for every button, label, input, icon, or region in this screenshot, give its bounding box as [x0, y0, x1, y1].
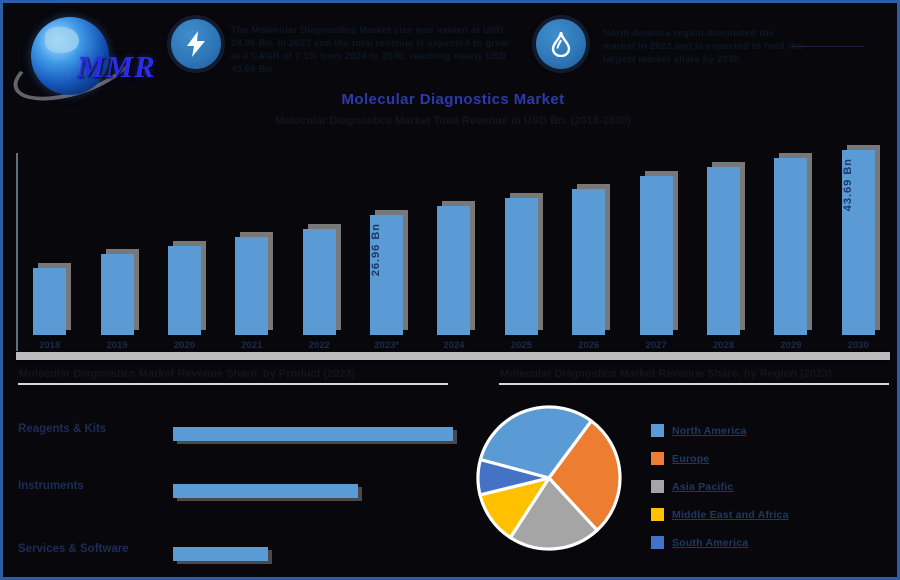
bar-group: 2024 [420, 137, 487, 351]
revenue-bar [235, 237, 269, 335]
y-axis-line [16, 153, 18, 351]
x-axis-label: 2026 [578, 340, 600, 351]
bar-group: 43.69 Bn 2030 [825, 137, 892, 351]
region-pie-chart [473, 402, 625, 554]
product-bar [173, 484, 358, 498]
stat-text-line: 26.96 Bn. in 2023 and the total revenue … [231, 38, 509, 49]
revenue-bar [302, 229, 336, 335]
stat-text-line: 43.69 Bn. [231, 64, 275, 75]
legend-label: South America [672, 536, 749, 549]
revenue-bar [639, 176, 673, 335]
x-axis-label: 2030 [847, 340, 869, 351]
section-underline-right [499, 383, 889, 385]
revenue-bar-chart: 2018 2019 2020 2021 2022 26.96 Bn 2023* 2024 202… [16, 137, 892, 351]
product-label: Services & Software [18, 543, 129, 555]
legend-label: Middle East and Africa [672, 508, 789, 521]
bar-group: 2027 [622, 137, 689, 351]
section-header-product: Molecular Diagnostics Market Revenue Sha… [19, 368, 356, 380]
bar-group: 2029 [757, 137, 824, 351]
revenue-bar [707, 167, 741, 335]
legend-item: Asia Pacific [651, 480, 789, 493]
section-underline-left [18, 383, 448, 385]
x-axis-label: 2021 [241, 340, 263, 351]
legend-item: South America [651, 536, 789, 549]
market-value-stat-text: The Molecular Diagnostics Market size wa… [231, 24, 517, 76]
x-axis-label: 2028 [712, 340, 735, 351]
revenue-bar [437, 206, 471, 335]
stat-text-line: at a CAGR of 7.1% from 2024 to 2030, rea… [231, 51, 507, 62]
droplet-icon [536, 19, 586, 69]
revenue-bar [167, 246, 201, 335]
legend-swatch [651, 508, 664, 521]
bar-group: 2022 [286, 137, 353, 351]
legend-swatch [651, 480, 664, 493]
legend-item: Europe [651, 452, 789, 465]
bar-group: 2021 [218, 137, 285, 351]
revenue-bar [100, 254, 134, 335]
product-bar [173, 547, 268, 561]
bar-value-label: 26.96 Bn [370, 223, 383, 277]
section-header-region: Molecular Diagnostics Market Revenue Sha… [500, 368, 832, 380]
bar-group: 2020 [151, 137, 218, 351]
bar-group: 26.96 Bn 2023* [353, 137, 420, 351]
legend-label: North America [672, 424, 747, 437]
revenue-bar [370, 215, 404, 335]
legend-label: Asia Pacific [672, 480, 734, 493]
revenue-bar [841, 150, 875, 335]
legend-swatch [651, 536, 664, 549]
chart-subtitle: Molecular Diagnostics Market Total Reven… [275, 115, 631, 127]
x-axis-label: 2029 [780, 340, 802, 351]
product-bar [173, 427, 453, 441]
legend-swatch [651, 452, 664, 465]
pie-slice [508, 476, 599, 551]
bar-group: 2028 [690, 137, 757, 351]
region-legend: North America Europe Asia Pacific Middle Ea… [651, 424, 789, 549]
pie-slice [547, 419, 622, 532]
x-axis-line [16, 352, 890, 360]
page-title: Molecular Diagnostics Market [341, 91, 565, 108]
x-axis-label: 2020 [173, 340, 196, 351]
bar-group: 2019 [83, 137, 150, 351]
pie-slice [478, 405, 593, 480]
stat-text-line: The Molecular Diagnostics Market size wa… [231, 25, 504, 36]
lightning-icon [171, 19, 221, 69]
legend-item: Middle East and Africa [651, 508, 789, 521]
x-axis-label: 2027 [645, 340, 667, 351]
revenue-bar [33, 268, 67, 335]
region-dominance-stat-text: North America region dominated the market… [603, 27, 871, 66]
product-label: Instruments [18, 480, 84, 492]
legend-label: Europe [672, 452, 710, 465]
x-axis-label: 2023* [374, 340, 400, 351]
bar-group: 2025 [488, 137, 555, 351]
revenue-bar [774, 158, 808, 335]
stat-underline [791, 46, 865, 47]
bar-value-label: 43.69 Bn [841, 158, 854, 212]
x-axis-label: 2025 [510, 340, 532, 351]
globe-icon [31, 17, 109, 95]
revenue-bar [572, 189, 606, 335]
stat-text-line: North America region dominated the [603, 28, 775, 39]
x-axis-label: 2018 [39, 340, 61, 351]
legend-swatch [651, 424, 664, 437]
x-axis-label: 2019 [106, 340, 128, 351]
pie-slice [476, 458, 551, 497]
revenue-bar [504, 198, 538, 335]
legend-item: North America [651, 424, 789, 437]
x-axis-label: 2022 [308, 340, 330, 351]
stat-text-line: market in 2023 and is expected to hold t… [603, 41, 803, 52]
product-label: Reagents & Kits [18, 423, 107, 435]
mmr-logo: MMR [6, 9, 175, 114]
stat-text-line: largest market share by 2030. [603, 54, 742, 65]
bar-group: 2018 [16, 137, 83, 351]
x-axis-label: 2024 [443, 340, 465, 351]
bar-group: 2026 [555, 137, 622, 351]
logo-text: MMR [77, 49, 156, 84]
